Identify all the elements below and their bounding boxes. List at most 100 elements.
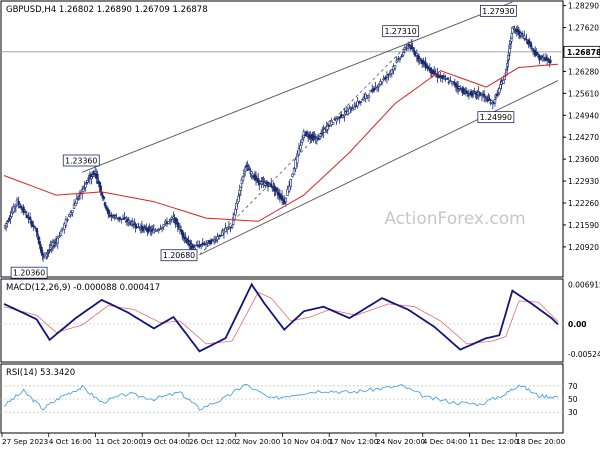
- candle: [536, 51, 539, 56]
- candle-body-down: [372, 88, 376, 92]
- candle: [520, 30, 524, 38]
- candle: [84, 183, 87, 192]
- candle-body-down: [445, 78, 449, 80]
- candle-body-up: [287, 185, 291, 192]
- candle: [523, 30, 526, 41]
- candle-body-up: [402, 52, 405, 56]
- candle: [66, 217, 69, 223]
- candle-body-down: [176, 222, 180, 228]
- candle: [287, 180, 291, 193]
- annotation-label: 1.27310: [384, 27, 416, 36]
- candle-body-up: [524, 37, 527, 40]
- macd-panel: 0.006915 0.00 -0.005241: [1, 280, 600, 359]
- candle-body-up: [531, 48, 535, 50]
- candle-body-down: [110, 214, 113, 217]
- candle-body-up: [499, 84, 502, 90]
- candle-body-up: [59, 230, 63, 237]
- candle: [289, 178, 292, 190]
- candle-body-up: [341, 115, 345, 118]
- price-annotation: 1.24990: [477, 111, 515, 124]
- price-tick-label: 1.20920: [568, 243, 599, 252]
- candle: [56, 235, 59, 249]
- candle-body-down: [22, 206, 25, 213]
- candle: [170, 215, 174, 224]
- candle-body-up: [169, 219, 172, 222]
- price-tick-label: 1.25610: [568, 89, 599, 98]
- candle: [343, 108, 346, 122]
- candle-body-down: [104, 205, 108, 209]
- candle-body-up: [94, 171, 97, 174]
- candle: [230, 224, 234, 230]
- candle-body-up: [66, 219, 69, 221]
- candle: [28, 212, 32, 224]
- candle-body-up: [164, 221, 167, 224]
- candle-body-down: [265, 181, 269, 185]
- candle: [465, 87, 468, 95]
- candle-body-down: [147, 227, 150, 233]
- candle-body-up: [77, 195, 81, 198]
- candle-body-up: [395, 60, 398, 63]
- candle-body-up: [289, 179, 292, 188]
- candle-body-down: [184, 236, 187, 240]
- candle-body-down: [144, 226, 147, 228]
- candle: [291, 173, 294, 178]
- candle-body-up: [398, 58, 402, 60]
- candle: [300, 135, 304, 146]
- candle-body-down: [96, 173, 99, 179]
- candle-body-down: [229, 226, 232, 229]
- candle-body-down: [209, 240, 213, 244]
- price-tick-label: 1.21590: [568, 221, 599, 230]
- candle: [63, 222, 66, 234]
- candle-body-up: [480, 94, 484, 96]
- macd-tick-label: -0.005241: [568, 350, 600, 359]
- candle: [449, 76, 452, 82]
- candle-body-up: [128, 221, 132, 223]
- candle: [22, 204, 25, 216]
- candle: [380, 81, 384, 86]
- candle: [400, 53, 403, 58]
- candle: [118, 216, 121, 223]
- candle: [262, 176, 265, 188]
- candle-body-down: [442, 75, 446, 78]
- candle-body-up: [286, 188, 289, 196]
- price-panel-frame: [0, 0, 564, 278]
- candle: [445, 76, 449, 80]
- candle: [364, 92, 367, 103]
- annotation-box: [62, 154, 100, 167]
- annotation-box: [479, 4, 517, 17]
- time-tick-label: 10 Nov 04:00: [283, 437, 333, 446]
- candle-body-up: [167, 221, 170, 224]
- candle-body-up: [299, 145, 302, 150]
- candle-body-up: [291, 173, 294, 177]
- candle-body-up: [69, 212, 73, 216]
- candle-body-up: [513, 28, 516, 31]
- candle: [387, 73, 390, 81]
- candle-body-up: [226, 227, 229, 230]
- price-annotation: 1.27310: [382, 25, 420, 38]
- candle: [184, 232, 187, 242]
- price-annotation: 1.20680: [160, 249, 198, 262]
- candle-body-up: [56, 237, 59, 244]
- time-tick-label: 4 Oct 16:00: [49, 437, 92, 446]
- candle: [198, 240, 201, 249]
- candle-body-up: [294, 159, 297, 170]
- candle-body-up: [47, 250, 50, 253]
- candle-body-up: [4, 223, 8, 227]
- candle-body-down: [387, 73, 390, 76]
- candle: [393, 65, 397, 71]
- candle-body-down: [25, 214, 29, 218]
- candle-body-down: [23, 211, 27, 213]
- candle: [148, 223, 151, 230]
- candle: [123, 212, 126, 221]
- candle-body-down: [540, 56, 543, 58]
- candle: [442, 73, 446, 81]
- price-tick-label: 1.24940: [568, 111, 599, 120]
- candle: [107, 207, 110, 219]
- candle-body-up: [349, 106, 353, 109]
- candle: [367, 93, 371, 102]
- candle: [280, 190, 284, 205]
- rsi-panel-frame: [0, 363, 564, 434]
- candle-body-up: [300, 139, 304, 143]
- candle-body-down: [549, 59, 552, 63]
